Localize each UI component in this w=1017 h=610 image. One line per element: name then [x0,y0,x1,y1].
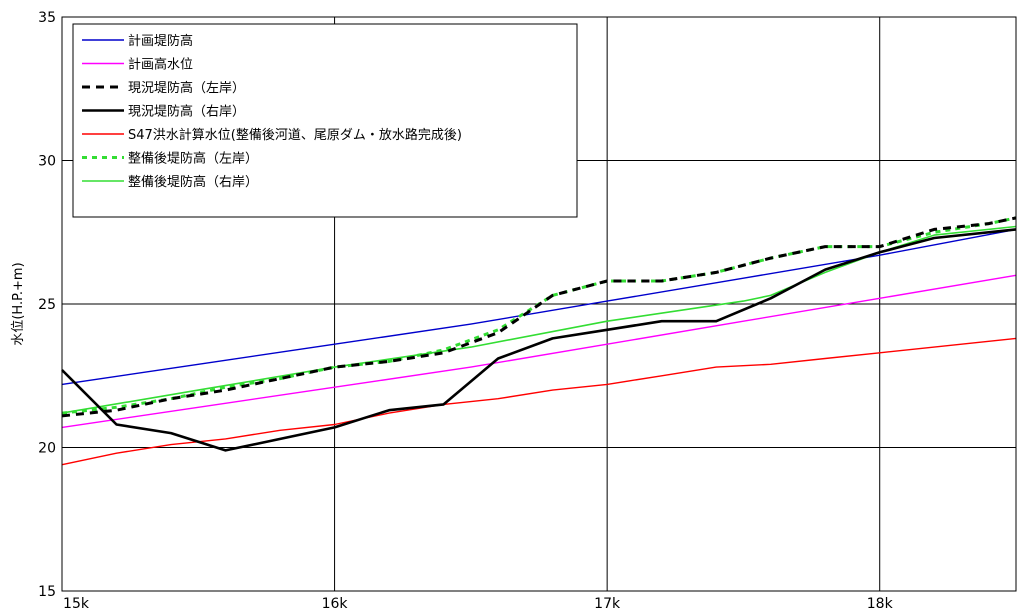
x-tick-label: 18k [867,596,894,610]
y-tick-label: 25 [38,297,56,313]
legend-label: 計画堤防高 [128,33,193,49]
legend-label: S47洪水計算水位(整備後河道、尾原ダム・放水路完成後) [128,127,462,143]
y-tick-label: 20 [38,441,56,457]
legend-box [72,23,578,218]
series-line-5 [61,337,1017,466]
y-axis-label: 水位(H.P.+m) [11,262,26,345]
axis-tick-labels: 15 20 25 30 35 15k 16k 17k 18k [38,10,893,610]
y-tick-label: 30 [38,154,56,170]
legend-label: 整備後堤防高（右岸） [128,174,258,190]
x-tick-label: 16k [322,596,349,610]
series-line-2 [61,274,1017,429]
y-tick-label: 35 [38,10,56,26]
series-line-4 [61,228,1017,452]
legend-label: 現況堤防高（左岸） [128,80,245,96]
legend-label: 整備後堤防高（左岸） [128,151,258,167]
x-tick-label: 17k [594,596,621,610]
x-tick-label: 15k [63,596,90,610]
legend-label: 計画高水位 [128,57,193,73]
series-layer [61,216,1017,466]
plot-area-border [61,16,1017,592]
series-line-3 [61,216,1017,418]
legend-label: 現況堤防高（右岸） [128,104,245,120]
y-tick-label: 15 [38,584,56,600]
